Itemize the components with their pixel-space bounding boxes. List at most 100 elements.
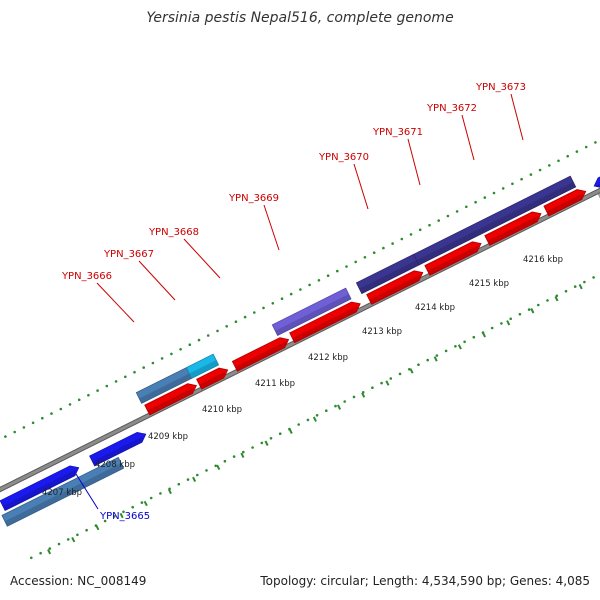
outer-ring-dot bbox=[22, 426, 26, 429]
outer-ring-dot bbox=[492, 191, 496, 195]
outer-ring-dot bbox=[446, 214, 450, 218]
gene-labels: YPN_3665 YPN_3666 YPN_3667 YPN_3668 YPN_3669… bbox=[61, 82, 526, 522]
inner-ring-dot bbox=[48, 547, 52, 550]
outer-ring-dot bbox=[41, 416, 44, 420]
tick-mark bbox=[288, 428, 293, 434]
tick-mark bbox=[457, 344, 462, 350]
inner-ring-dot bbox=[546, 299, 549, 302]
inner-ring-dot bbox=[527, 308, 531, 311]
outer-ring-dot bbox=[354, 260, 358, 264]
outer-ring-dot bbox=[317, 279, 321, 282]
gene-label: YPN_3668 bbox=[148, 227, 199, 238]
inner-ring-dot bbox=[426, 358, 430, 362]
gene-feature-red-shade bbox=[292, 305, 358, 343]
gene-leader-line bbox=[510, 93, 524, 141]
inner-ring-dot bbox=[583, 280, 586, 284]
kbp-tick-label: 4210 kbp bbox=[202, 405, 242, 415]
inner-ring-dot bbox=[113, 515, 116, 518]
outer-ring-dot bbox=[253, 311, 256, 314]
outer-ring-dot bbox=[548, 164, 551, 167]
inner-ring-dot bbox=[196, 473, 199, 477]
tick-mark bbox=[530, 308, 535, 314]
outer-ring-dot bbox=[566, 154, 569, 158]
inner-ring-dot bbox=[537, 303, 540, 307]
kbp-tick-label: 4213 kbp bbox=[362, 327, 402, 337]
outer-ring-dot bbox=[50, 412, 53, 415]
outer-ring-dot bbox=[197, 338, 201, 342]
outer-ring-dot bbox=[68, 403, 72, 406]
tick-mark bbox=[143, 500, 148, 507]
kbp-tick-label: 4208 kbp bbox=[95, 460, 135, 470]
outer-ring-dot bbox=[520, 177, 523, 181]
gene-leader-line bbox=[263, 204, 280, 251]
outer-ring-dot bbox=[13, 430, 16, 434]
gene-leader-line bbox=[353, 163, 369, 210]
inner-ring-dot bbox=[186, 478, 190, 481]
tick-mark bbox=[216, 464, 221, 471]
gene-leader-line bbox=[96, 282, 135, 323]
outer-ring-dot bbox=[133, 370, 136, 374]
inner-ring-dot bbox=[352, 395, 356, 399]
gene-feature-red-shade bbox=[199, 371, 226, 390]
inner-ring-dot bbox=[472, 335, 476, 339]
inner-ring-dot bbox=[251, 446, 254, 449]
inner-ring-dot bbox=[278, 432, 282, 436]
outer-ring-dot bbox=[114, 380, 118, 383]
gene-leader-line bbox=[407, 138, 421, 186]
outer-ring-dot bbox=[326, 274, 330, 278]
outer-ring-dot bbox=[31, 421, 35, 425]
outer-ring-dot bbox=[4, 435, 7, 438]
gene-leader-line bbox=[183, 238, 221, 279]
outer-ring-dot bbox=[428, 223, 431, 227]
inner-ring-dot bbox=[463, 340, 466, 344]
outer-ring-dot bbox=[225, 325, 228, 328]
outer-ring-dot bbox=[105, 384, 109, 388]
outer-ring-dot bbox=[575, 150, 579, 153]
outer-ring-dot bbox=[160, 357, 164, 360]
tick-mark bbox=[361, 392, 366, 398]
inner-ring-dot bbox=[232, 455, 236, 458]
gene-feature-red-shade bbox=[235, 341, 286, 372]
gene-leader-line bbox=[138, 260, 176, 301]
gene-features bbox=[0, 175, 600, 527]
genome-title: Yersinia pestis Nepal516, complete genom… bbox=[146, 10, 454, 26]
gene-label: YPN_3670 bbox=[318, 152, 369, 163]
tick-mark bbox=[167, 488, 172, 495]
genome-summary-text: Topology: circular; Length: 4,534,590 bp… bbox=[260, 574, 590, 588]
tick-mark bbox=[385, 380, 390, 386]
inner-ring-dot bbox=[500, 322, 503, 325]
outer-ring-dot bbox=[418, 228, 422, 232]
kbp-tick-label: 4214 kbp bbox=[415, 303, 455, 313]
outer-ring-dot bbox=[382, 246, 385, 250]
outer-ring-dot bbox=[336, 269, 339, 273]
gene-label: YPN_3673 bbox=[475, 82, 526, 93]
gene-feature-blue-shade bbox=[2, 469, 77, 511]
outer-ring-dot bbox=[584, 145, 588, 149]
outer-ring-dot bbox=[289, 292, 293, 296]
outer-ring-dot bbox=[400, 237, 404, 241]
inner-ring-dot bbox=[564, 289, 568, 293]
gene-label: YPN_3667 bbox=[103, 249, 154, 260]
inner-ring-dot bbox=[371, 386, 374, 390]
inner-ring-dot bbox=[205, 469, 208, 472]
inner-ring-dot bbox=[444, 349, 448, 353]
inner-ring-dot bbox=[380, 381, 383, 385]
tick-mark bbox=[506, 320, 511, 326]
outer-ring-dot bbox=[124, 375, 127, 379]
inner-ring-dot bbox=[223, 459, 227, 463]
inner-ring-dot bbox=[66, 538, 70, 541]
tick-mark bbox=[71, 536, 76, 543]
outer-ring-dot bbox=[483, 196, 487, 199]
gene-feature-red-shade bbox=[487, 215, 539, 246]
outer-ring-dot bbox=[188, 343, 192, 347]
inner-ring-dot bbox=[140, 501, 144, 504]
gene-feature-red-shade bbox=[147, 387, 194, 415]
inner-ring-dot bbox=[573, 285, 577, 288]
outer-ring-dot bbox=[151, 361, 155, 365]
kbp-tick-label: 4215 kbp bbox=[469, 279, 509, 289]
kbp-tick-label: 4216 kbp bbox=[523, 255, 563, 265]
inner-ring-dot bbox=[509, 317, 512, 321]
kbp-tick-label: 4209 kbp bbox=[148, 432, 188, 442]
